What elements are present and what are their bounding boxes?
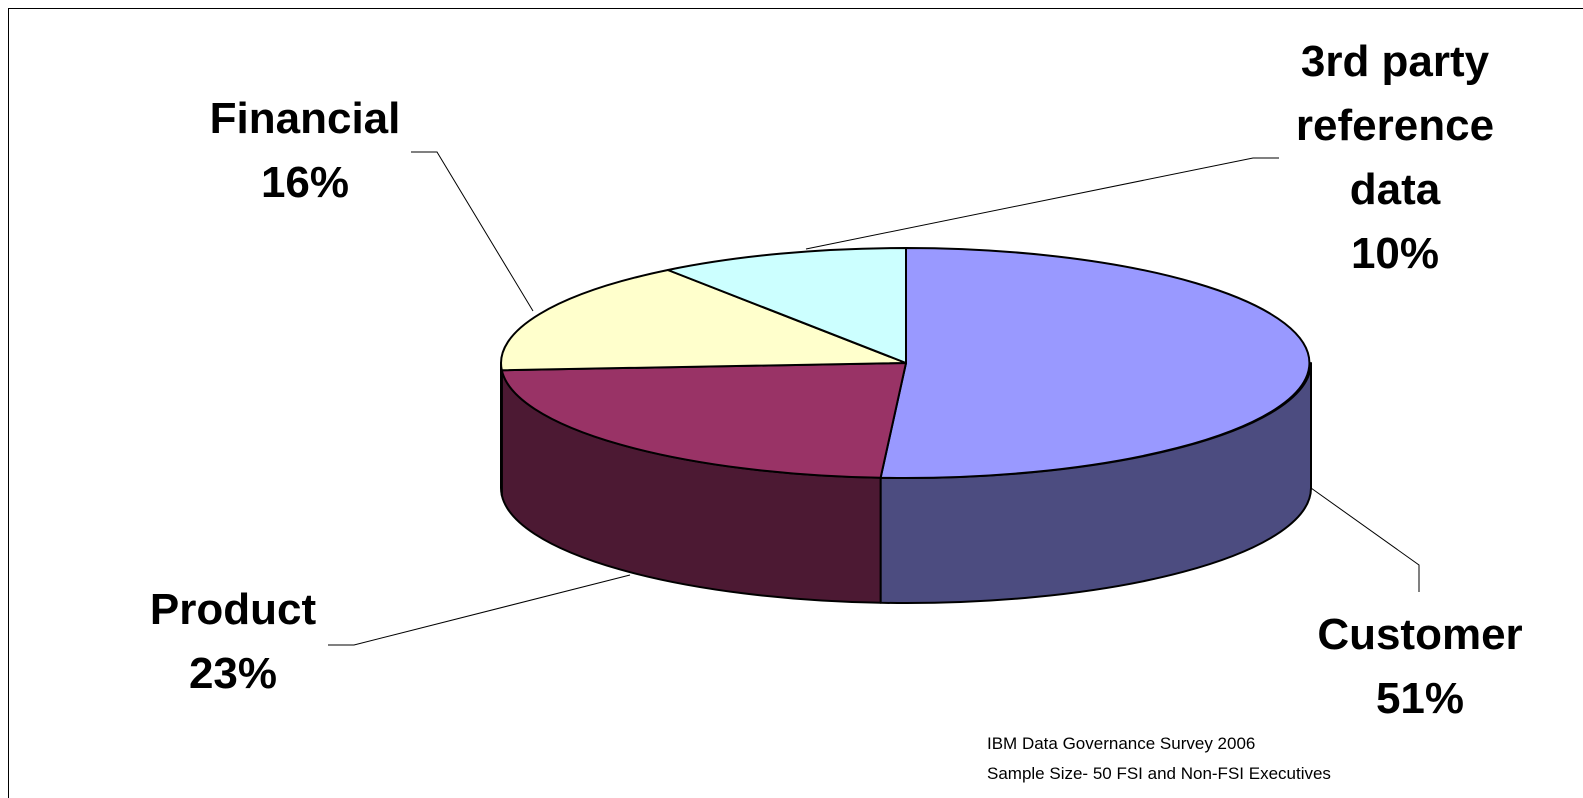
pie-side-financial xyxy=(500,362,503,497)
leader-line-product xyxy=(328,574,631,646)
label-3rd-party: 3rd party reference data 10% xyxy=(1285,30,1505,286)
pie-sides xyxy=(500,362,1312,605)
label-product: Product 23% xyxy=(123,578,343,706)
label-customer-value: 51% xyxy=(1375,674,1465,723)
leader-lines xyxy=(328,151,1420,646)
source-line-2: Sample Size- 50 FSI and Non-FSI Executiv… xyxy=(987,764,1331,783)
source-line-1: IBM Data Governance Survey 2006 xyxy=(987,734,1256,753)
label-financial: Financial 16% xyxy=(195,87,415,215)
leader-line-customer xyxy=(1310,487,1420,592)
chart-frame xyxy=(8,8,1583,798)
label-product-name: Product xyxy=(149,585,317,634)
pie-slice-product xyxy=(500,362,907,479)
label-customer-name: Customer xyxy=(1317,610,1523,659)
pie-slice-customer xyxy=(879,247,1311,479)
label-3rd-party-line3: data xyxy=(1349,165,1441,214)
label-product-value: 23% xyxy=(188,649,278,698)
label-financial-name: Financial xyxy=(209,94,401,143)
label-customer: Customer 51% xyxy=(1305,603,1535,731)
pie-slice-financial xyxy=(500,269,907,372)
source-note: IBM Data Governance Survey 2006 Sample S… xyxy=(987,729,1331,789)
pie-slice-3rd-party-reference-data xyxy=(666,247,907,364)
leader-line-financial xyxy=(411,151,534,312)
label-3rd-party-line1: 3rd party xyxy=(1300,37,1490,86)
pie-tops xyxy=(500,247,1311,479)
label-3rd-party-line2: reference xyxy=(1295,101,1495,150)
label-financial-value: 16% xyxy=(260,158,350,207)
leader-line-3rd-party xyxy=(805,157,1279,250)
label-3rd-party-value: 10% xyxy=(1350,229,1440,278)
